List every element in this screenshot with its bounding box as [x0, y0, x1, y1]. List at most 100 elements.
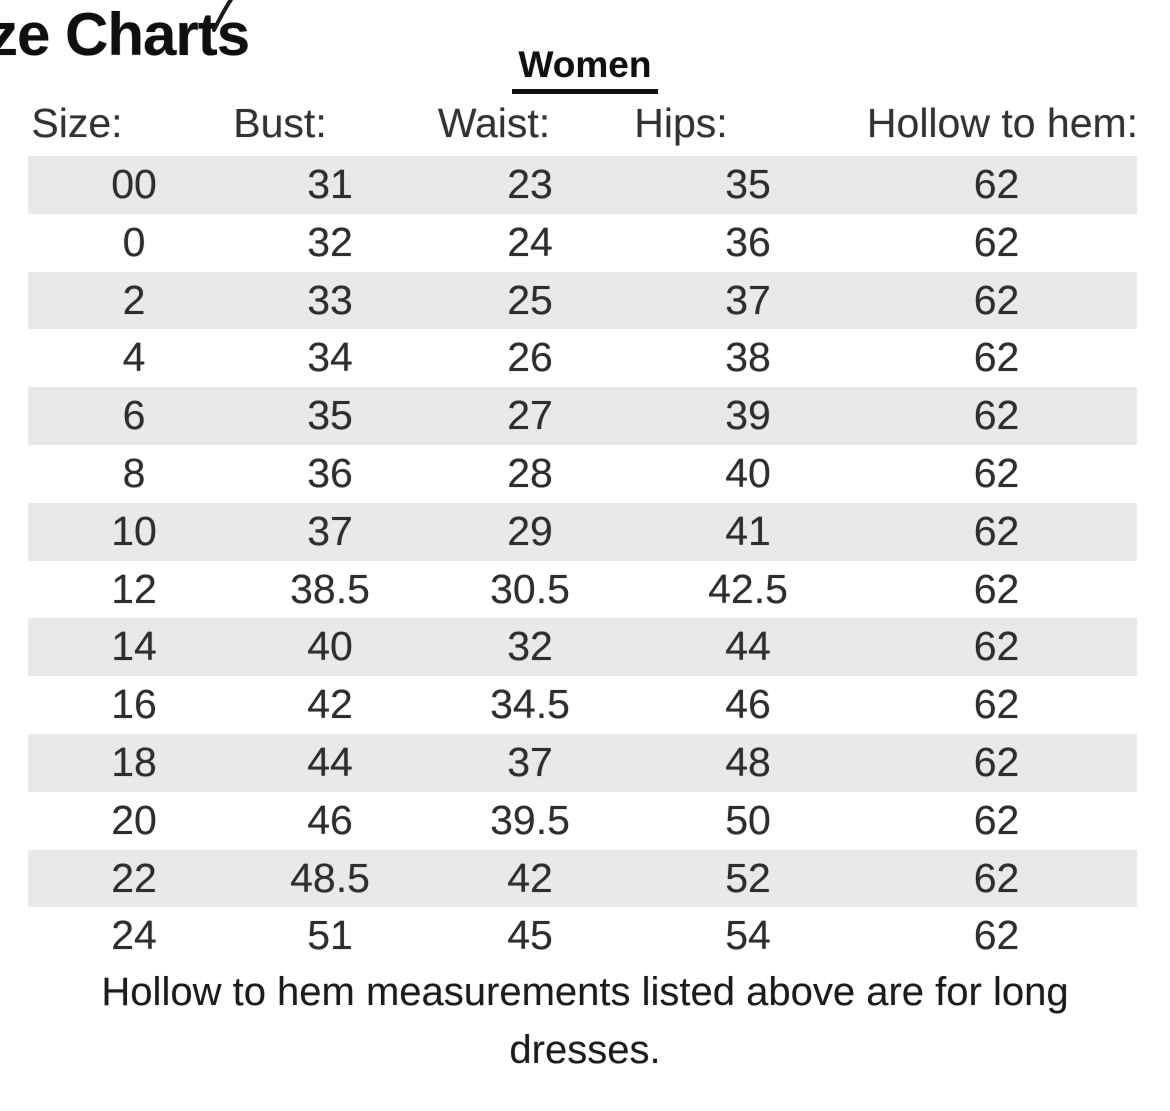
hips-cell: 40 [725, 449, 771, 496]
hips-cell: 46 [725, 681, 771, 728]
waist-cell: 29 [507, 507, 553, 554]
women-heading: Women [511, 44, 659, 94]
waist-cell: 28 [507, 449, 553, 496]
size-cell: 6 [122, 392, 146, 439]
waist-cell: 37 [507, 738, 553, 785]
bust-cell: 51 [307, 912, 353, 959]
waist-cell: 24 [507, 218, 553, 265]
waist-cell: 30.5 [490, 565, 570, 612]
table-header-row: Size: Bust: Waist: Hips: Hollow to hem: [28, 97, 1138, 149]
bust-cell: 33 [307, 276, 353, 323]
footer-note-line-2: dresses. [509, 1028, 661, 1072]
size-cell: 8 [122, 449, 146, 496]
size-cell: 4 [122, 334, 146, 381]
section-heading-wrap: Women [0, 44, 1170, 94]
table-row: 16 42 34.5 46 62 [28, 676, 1137, 734]
column-header-hips: Hips: [634, 100, 728, 146]
hips-cell: 44 [725, 623, 771, 670]
hips-cell: 54 [725, 912, 771, 959]
waist-cell: 45 [507, 912, 553, 959]
table-row: 8 36 28 40 62 [28, 445, 1137, 503]
hollow-to-hem-cell: 62 [973, 681, 1020, 728]
footer-note-line-1: Hollow to hem measurements listed above … [101, 970, 1069, 1014]
size-cell: 10 [111, 507, 157, 554]
table-row: 6 35 27 39 62 [28, 387, 1137, 445]
hollow-to-hem-cell: 62 [973, 796, 1020, 843]
hollow-to-hem-cell: 62 [973, 334, 1020, 381]
hips-cell: 35 [725, 161, 771, 207]
hollow-to-hem-cell: 62 [973, 218, 1020, 265]
waist-cell: 25 [507, 276, 553, 323]
table-row: 18 44 37 48 62 [28, 733, 1137, 792]
waist-cell: 34.5 [490, 681, 570, 728]
column-header-size: Size: [31, 100, 123, 146]
size-cell: 12 [111, 565, 157, 612]
size-cell: 2 [122, 276, 146, 323]
hips-cell: 39 [725, 392, 771, 439]
bust-cell: 35 [307, 392, 353, 439]
hips-cell: 37 [725, 276, 771, 323]
hollow-to-hem-cell: 62 [973, 507, 1020, 554]
waist-cell: 26 [507, 334, 553, 381]
hollow-to-hem-cell: 62 [973, 912, 1020, 959]
table-row: 2 33 25 37 62 [28, 271, 1137, 330]
bust-cell: 34 [307, 334, 353, 381]
footer-note: Hollow to hem measurements listed above … [0, 963, 1170, 1079]
bust-cell: 31 [307, 161, 353, 207]
size-cell: 16 [111, 681, 157, 728]
table-row: 00 31 23 35 62 [28, 156, 1137, 214]
size-cell: 14 [111, 623, 157, 670]
column-header-bust: Bust: [233, 100, 327, 146]
hips-cell: 38 [725, 334, 771, 381]
table-row: 14 40 32 44 62 [28, 618, 1137, 677]
bust-cell: 42 [307, 681, 353, 728]
column-header-hollow-to-hem: Hollow to hem: [866, 100, 1139, 146]
hollow-to-hem-cell: 62 [973, 161, 1020, 207]
table-row: 22 48.5 42 52 62 [28, 849, 1137, 908]
table-row: 12 38.5 30.5 42.5 62 [28, 561, 1137, 619]
waist-cell: 42 [507, 854, 553, 901]
column-header-waist: Waist: [437, 100, 551, 146]
hollow-to-hem-cell: 62 [973, 392, 1020, 439]
table-row: 4 34 26 38 62 [28, 329, 1137, 387]
size-cell: 18 [111, 738, 157, 785]
table-row: 10 37 29 41 62 [28, 502, 1137, 561]
bust-cell: 38.5 [290, 565, 370, 612]
hips-cell: 52 [725, 854, 771, 901]
size-cell: 22 [111, 854, 157, 901]
hollow-to-hem-cell: 62 [973, 854, 1020, 901]
hips-cell: 36 [725, 218, 771, 265]
waist-cell: 27 [507, 392, 553, 439]
hollow-to-hem-cell: 62 [973, 449, 1020, 496]
size-cell: 0 [122, 218, 146, 265]
bust-cell: 37 [307, 507, 353, 554]
bust-cell: 44 [307, 738, 353, 785]
hips-cell: 42.5 [708, 565, 788, 612]
hollow-to-hem-cell: 62 [973, 738, 1020, 785]
hollow-to-hem-cell: 62 [973, 565, 1020, 612]
table-body: 00 31 23 35 62 0 32 24 36 62 2 33 25 37 … [28, 156, 1137, 965]
pen-stroke-mark [212, 0, 234, 32]
size-cell: 00 [111, 161, 157, 207]
hips-cell: 41 [725, 507, 771, 554]
waist-cell: 39.5 [490, 796, 570, 843]
hips-cell: 48 [725, 738, 771, 785]
table-row: 20 46 39.5 50 62 [28, 792, 1137, 850]
bust-cell: 48.5 [290, 854, 370, 901]
size-cell: 20 [111, 796, 157, 843]
size-cell: 24 [111, 912, 157, 959]
hollow-to-hem-cell: 62 [973, 276, 1020, 323]
waist-cell: 23 [507, 161, 553, 207]
bust-cell: 32 [307, 218, 353, 265]
bust-cell: 46 [307, 796, 353, 843]
waist-cell: 32 [507, 623, 553, 670]
hollow-to-hem-cell: 62 [973, 623, 1020, 670]
table-row: 0 32 24 36 62 [28, 214, 1137, 272]
size-chart-table: Size: Bust: Waist: Hips: Hollow to hem: … [28, 97, 1138, 965]
page-title: ze Charts [0, 1, 250, 68]
table-row: 24 51 45 54 62 [28, 907, 1137, 965]
bust-cell: 36 [307, 449, 353, 496]
hips-cell: 50 [725, 796, 771, 843]
bust-cell: 40 [307, 623, 353, 670]
